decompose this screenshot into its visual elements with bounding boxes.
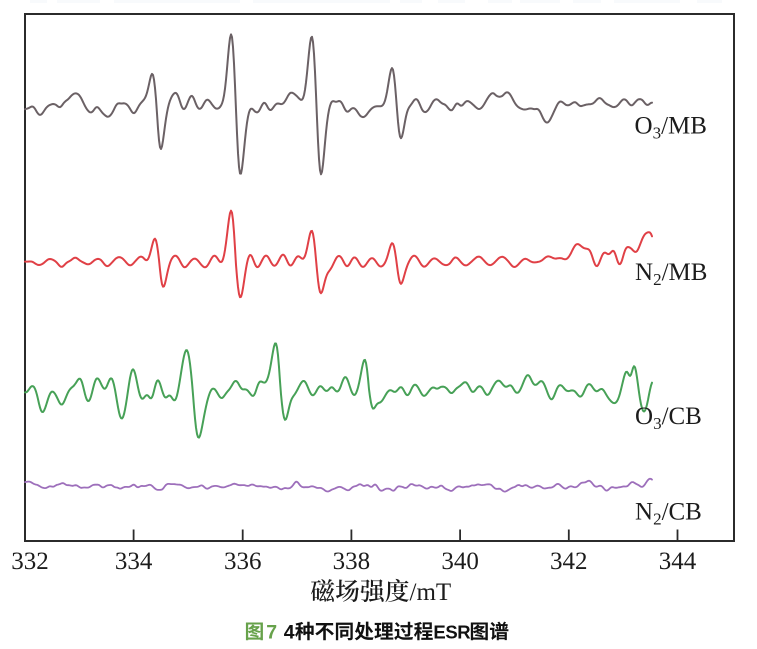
svg-text:N2/MB: N2/MB [635, 259, 707, 289]
svg-text:O3/CB: O3/CB [635, 403, 702, 433]
svg-text:/mT: /mT [410, 579, 452, 606]
svg-text:O3/MB: O3/MB [635, 113, 707, 143]
svg-text:ESR: ESR [433, 622, 470, 643]
svg-text:340: 340 [441, 548, 479, 575]
svg-text:334: 334 [115, 548, 153, 575]
svg-text:4: 4 [284, 622, 295, 644]
svg-text:344: 344 [659, 548, 697, 575]
svg-text:336: 336 [224, 548, 262, 575]
svg-text:N2/CB: N2/CB [635, 499, 702, 529]
svg-text:7: 7 [266, 622, 277, 644]
svg-text:342: 342 [550, 548, 588, 575]
svg-text:332: 332 [11, 548, 49, 575]
svg-text:338: 338 [333, 548, 371, 575]
